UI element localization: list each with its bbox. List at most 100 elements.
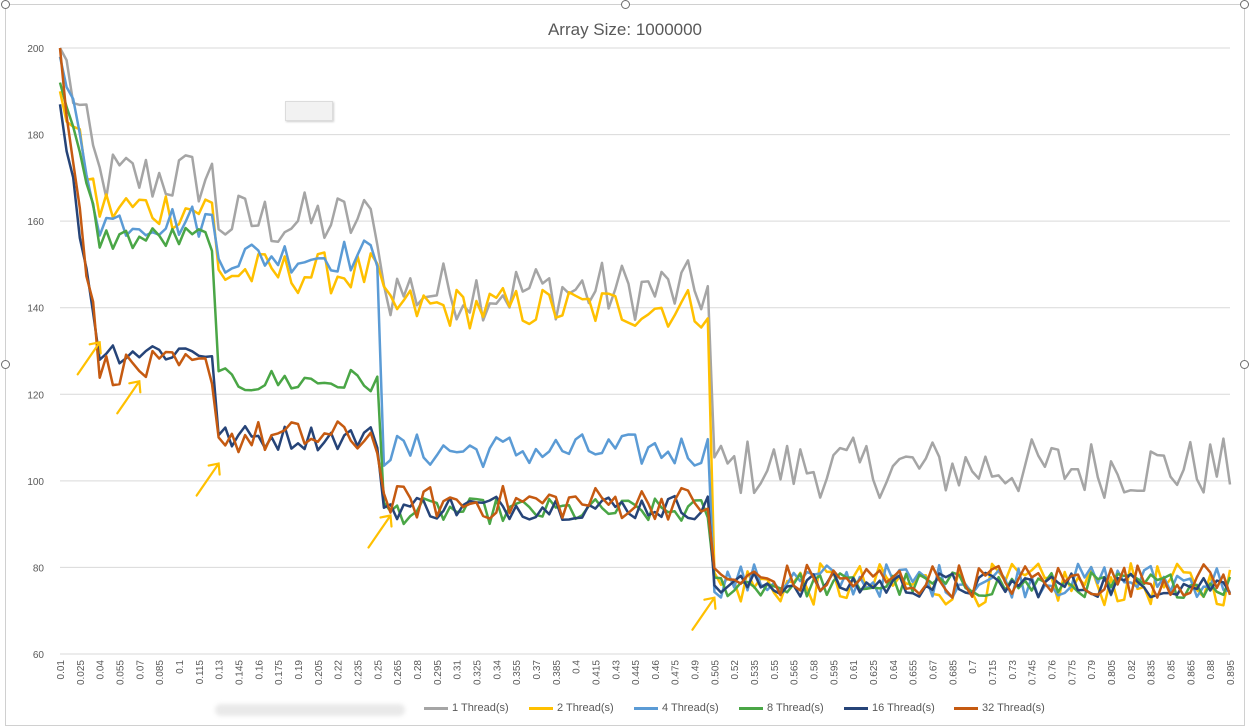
x-tick-label: 0.565 <box>790 660 801 685</box>
x-tick-label: 0.13 <box>215 660 226 680</box>
x-tick-label: 0.535 <box>750 660 761 685</box>
x-tick-label: 0.19 <box>294 660 305 680</box>
x-tick-label: 0.04 <box>96 660 107 680</box>
series-line-2-thread-s- <box>58 91 1232 608</box>
y-tick-label: 120 <box>27 390 44 401</box>
resize-handle-middle-right[interactable] <box>1240 360 1249 369</box>
x-tick-label: 0.79 <box>1087 660 1098 680</box>
x-tick-label: 0.7 <box>968 660 979 674</box>
x-tick-label: 0.865 <box>1186 660 1197 685</box>
x-tick-label: 0.88 <box>1206 660 1217 680</box>
resize-handle-top-right[interactable] <box>1240 0 1249 9</box>
x-tick-label: 0.52 <box>730 660 741 680</box>
x-tick-label: 0.1 <box>175 660 186 674</box>
resize-handle-top-center[interactable] <box>621 0 630 9</box>
chart-title: Array Size: 1000000 <box>547 20 703 39</box>
x-tick-label: 0.205 <box>314 660 325 685</box>
legend-item: 16 Thread(s) <box>844 702 935 714</box>
x-tick-label: 0.445 <box>631 660 642 685</box>
series-line-8-thread-s- <box>58 82 1232 599</box>
resize-handle-top-left[interactable] <box>1 0 10 9</box>
annotation-arrow <box>691 596 717 631</box>
legend-item: 2 Thread(s) <box>529 702 614 714</box>
x-tick-label: 0.01 <box>56 660 67 680</box>
x-tick-label: 0.745 <box>1028 660 1039 685</box>
y-axis: 60 80 100 120 140 160 180 200 <box>27 44 44 661</box>
x-tick-label: 0.76 <box>1048 660 1059 680</box>
x-axis: 0.01 0.025 0.04 0.055 0.07 0.085 0.1 0.115 0.13 0… <box>56 660 1237 685</box>
x-tick-label: 0.37 <box>532 660 543 680</box>
legend-item: 32 Thread(s) <box>954 702 1045 714</box>
legend: 1 Thread(s) 2 Thread(s) 4 Thread(s) 8 Threa… <box>0 700 1250 718</box>
x-tick-label: 0.61 <box>849 660 860 680</box>
x-tick-label: 0.415 <box>591 660 602 685</box>
x-tick-label: 0.85 <box>1167 660 1178 680</box>
x-tick-label: 0.475 <box>671 660 682 685</box>
annotation-arrows <box>76 341 717 631</box>
x-tick-label: 0.28 <box>413 660 424 680</box>
x-tick-label: 0.295 <box>433 660 444 685</box>
y-tick-label: 200 <box>27 44 44 55</box>
annotation-arrow <box>195 462 221 497</box>
y-tick-label: 160 <box>27 217 44 228</box>
series-lines <box>58 47 1232 608</box>
y-tick-label: 80 <box>33 563 45 574</box>
legend-swatch <box>844 706 868 710</box>
x-tick-label: 0.145 <box>234 660 245 685</box>
annotation-arrow <box>116 379 142 415</box>
x-tick-label: 0.55 <box>770 660 781 680</box>
legend-item: 1 Thread(s) <box>424 702 509 714</box>
legend-label: 1 Thread(s) <box>452 702 509 714</box>
x-tick-label: 0.835 <box>1147 660 1158 685</box>
x-tick-label: 0.895 <box>1226 660 1237 685</box>
legend-swatch <box>529 706 553 710</box>
x-tick-label: 0.58 <box>810 660 821 680</box>
x-tick-label: 0.775 <box>1067 660 1078 685</box>
x-tick-label: 0.655 <box>909 660 920 685</box>
x-tick-label: 0.25 <box>373 660 384 680</box>
x-tick-label: 0.22 <box>334 660 345 680</box>
x-tick-label: 0.625 <box>869 660 880 685</box>
x-tick-label: 0.46 <box>651 660 662 680</box>
series-line-32-thread-s- <box>58 47 1232 599</box>
x-tick-label: 0.49 <box>691 660 702 680</box>
y-tick-label: 180 <box>27 131 44 142</box>
y-tick-label: 60 <box>33 650 45 661</box>
legend-label: 16 Thread(s) <box>872 702 935 714</box>
x-tick-label: 0.025 <box>76 660 87 685</box>
x-tick-label: 0.355 <box>512 660 523 685</box>
x-tick-label: 0.16 <box>254 660 265 680</box>
legend-swatch <box>424 706 448 710</box>
legend-swatch <box>954 706 978 710</box>
x-tick-label: 0.235 <box>353 660 364 685</box>
series-line-1-thread-s- <box>58 47 1232 500</box>
x-tick-label: 0.385 <box>552 660 563 685</box>
x-tick-label: 0.31 <box>453 660 464 680</box>
x-tick-label: 0.43 <box>611 660 622 680</box>
series-line-16-thread-s- <box>58 104 1232 599</box>
x-tick-label: 0.595 <box>829 660 840 685</box>
redacted-legend-entry <box>215 704 405 716</box>
x-tick-label: 0.34 <box>492 660 503 680</box>
annotation-arrow <box>367 514 393 549</box>
x-tick-label: 0.4 <box>572 660 583 674</box>
legend-item: 8 Thread(s) <box>739 702 824 714</box>
x-tick-label: 0.055 <box>115 660 126 685</box>
x-tick-label: 0.73 <box>1008 660 1019 680</box>
annotation-arrow <box>76 341 102 376</box>
x-tick-label: 0.64 <box>889 660 900 680</box>
resize-handle-middle-left[interactable] <box>1 360 10 369</box>
x-tick-label: 0.715 <box>988 660 999 685</box>
legend-label: 32 Thread(s) <box>982 702 1045 714</box>
y-tick-label: 140 <box>27 304 44 315</box>
legend-swatch <box>634 706 658 710</box>
gridlines <box>60 47 1230 655</box>
x-tick-label: 0.265 <box>393 660 404 685</box>
x-tick-label: 0.07 <box>135 660 146 680</box>
x-tick-label: 0.505 <box>710 660 721 685</box>
x-tick-label: 0.82 <box>1127 660 1138 680</box>
x-tick-label: 0.175 <box>274 660 285 685</box>
x-tick-label: 0.67 <box>929 660 940 680</box>
legend-label: 2 Thread(s) <box>557 702 614 714</box>
